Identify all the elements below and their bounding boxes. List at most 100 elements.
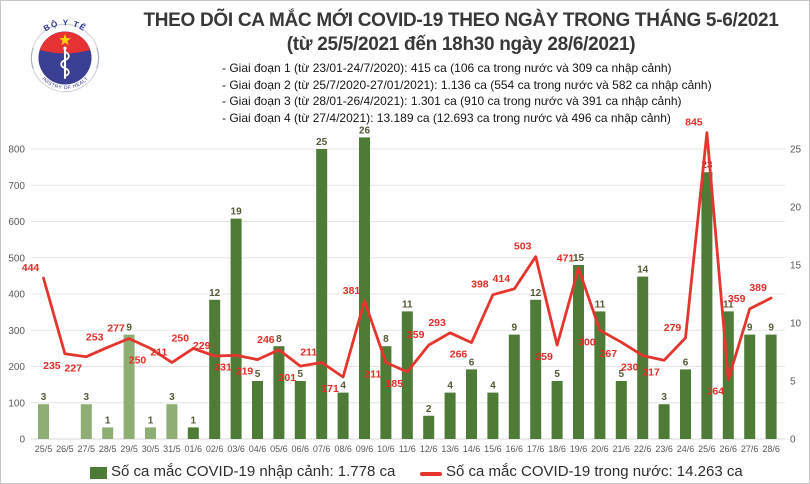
line-point-label: 845 — [685, 117, 703, 129]
bar — [594, 311, 606, 439]
line-point-label: 389 — [749, 282, 767, 294]
x-tick-label: 29/5 — [120, 444, 138, 454]
x-tick-label: 31/5 — [163, 444, 181, 454]
bar-value-label: 3 — [41, 392, 47, 403]
x-tick-label: 15/6 — [484, 444, 502, 454]
logo-staff — [63, 49, 67, 79]
y-left-tick-label: 200 — [8, 362, 25, 373]
bar — [187, 427, 199, 439]
bar-value-label: 15 — [573, 253, 585, 264]
bar-value-label: 3 — [84, 392, 90, 403]
x-tick-label: 12/6 — [420, 444, 438, 454]
line-point-label: 164 — [707, 386, 725, 398]
phase-4-line: - Giai đoạn 4 (từ 27/4/2021): 13.189 ca … — [222, 110, 671, 125]
x-tick-label: 17/6 — [527, 444, 545, 454]
y-right-tick-label: 25 — [790, 145, 802, 156]
x-tick-label: 06/6 — [292, 444, 310, 454]
bar-value-label: 19 — [231, 207, 243, 218]
line-point-label: 250 — [129, 354, 147, 366]
x-tick-label: 11/6 — [399, 444, 416, 454]
x-tick-label: 22/6 — [634, 444, 652, 454]
bar — [80, 404, 92, 439]
y-left-tick-label: 300 — [8, 326, 25, 337]
logo-left-bracket — [30, 47, 34, 69]
bar-value-label: 23 — [701, 160, 713, 171]
bar — [551, 381, 563, 439]
domestic-legend-label: Số ca mắc COVID-19 trong nước: 14.263 ca — [446, 463, 743, 480]
bar — [252, 381, 263, 439]
line-point-label: 235 — [43, 360, 61, 372]
imported-legend-swatch — [90, 467, 107, 479]
x-tick-label: 27/5 — [78, 444, 96, 454]
x-tick-label: 28/5 — [99, 444, 117, 454]
bar-value-label: 6 — [683, 357, 689, 368]
bar — [337, 392, 349, 439]
logo-staff-knob — [63, 46, 67, 50]
line-point-label: 227 — [65, 363, 83, 375]
line-point-label: 171 — [321, 383, 339, 395]
y-right-tick-label: 20 — [790, 203, 802, 214]
line-point-label: 414 — [493, 273, 511, 285]
bar-value-label: 11 — [723, 299, 734, 310]
logo-top-text: BỘ Y TẾ — [42, 17, 88, 33]
x-tick-label: 13/6 — [441, 444, 459, 454]
y-left-tick-label: 100 — [8, 398, 25, 409]
bar-value-label: 1 — [148, 415, 154, 426]
bar — [508, 334, 520, 439]
bar — [166, 404, 178, 439]
phase-1-line: - Giai đoạn 1 (từ 23/01-24/7/2020): 415 … — [222, 61, 672, 75]
x-tick-label: 16/6 — [506, 444, 524, 454]
line-point-label: 267 — [600, 348, 618, 360]
line-point-label: 231 — [214, 361, 232, 373]
line-point-label: 211 — [150, 347, 167, 359]
x-tick-label: 25/6 — [698, 444, 716, 454]
y-right-tick-label: 15 — [790, 261, 802, 272]
x-tick-label: 18/6 — [548, 444, 566, 454]
bar — [744, 334, 756, 439]
line-point-label: 217 — [642, 366, 660, 378]
bar — [401, 311, 413, 439]
bar-value-label: 9 — [126, 323, 132, 334]
line-point-label: 259 — [535, 351, 553, 363]
line-point-label: 253 — [86, 331, 104, 343]
bar-value-label: 6 — [469, 357, 475, 368]
line-point-label: 246 — [257, 334, 275, 346]
domestic-legend-swatch — [420, 472, 442, 476]
bar-value-label: 8 — [383, 334, 389, 345]
bar — [444, 392, 456, 439]
bar — [294, 381, 306, 439]
line-point-label: 398 — [471, 279, 489, 291]
phase-2-line: - Giai đoạn 2 (từ 25/7/2020-27/01/2021):… — [222, 77, 712, 92]
phase-summary: - Giai đoạn 1 (từ 23/01-24/7/2020): 415 … — [222, 60, 712, 126]
x-tick-label: 26/5 — [56, 444, 74, 454]
bar-value-label: 4 — [340, 381, 346, 392]
x-tick-label: 07/6 — [313, 444, 331, 454]
x-tick-label: 24/6 — [677, 444, 695, 454]
y-left-tick-label: 0 — [19, 435, 25, 446]
bar-value-label: 5 — [298, 369, 304, 380]
bar-value-label: 8 — [276, 334, 282, 345]
x-tick-label: 27/6 — [741, 444, 759, 454]
bar-value-label: 12 — [209, 288, 221, 299]
imported-legend-label: Số ca mắc COVID-19 nhập cảnh: 1.778 ca — [111, 463, 396, 480]
x-tick-label: 14/6 — [463, 444, 481, 454]
x-tick-label: 05/6 — [270, 444, 288, 454]
bar — [230, 218, 242, 439]
bar-value-label: 4 — [447, 381, 453, 392]
logo-star-icon — [59, 34, 71, 46]
x-tick-label: 21/6 — [613, 444, 631, 454]
y-right-tick-label: 5 — [790, 377, 796, 388]
bar-value-label: 12 — [530, 288, 542, 299]
x-tick-label: 19/6 — [570, 444, 588, 454]
bar — [615, 381, 627, 439]
line-point-label: 277 — [107, 323, 125, 335]
line-point-label: 381 — [343, 285, 361, 297]
bar-value-label: 25 — [316, 137, 328, 148]
x-tick-label: 10/6 — [377, 444, 395, 454]
x-tick-label: 28/6 — [762, 444, 780, 454]
phase-3-line: - Giai đoạn 3 (từ 28/01-26/4/2021): 1.30… — [222, 94, 682, 108]
bar-value-label: 5 — [619, 369, 625, 380]
bar — [765, 334, 777, 439]
